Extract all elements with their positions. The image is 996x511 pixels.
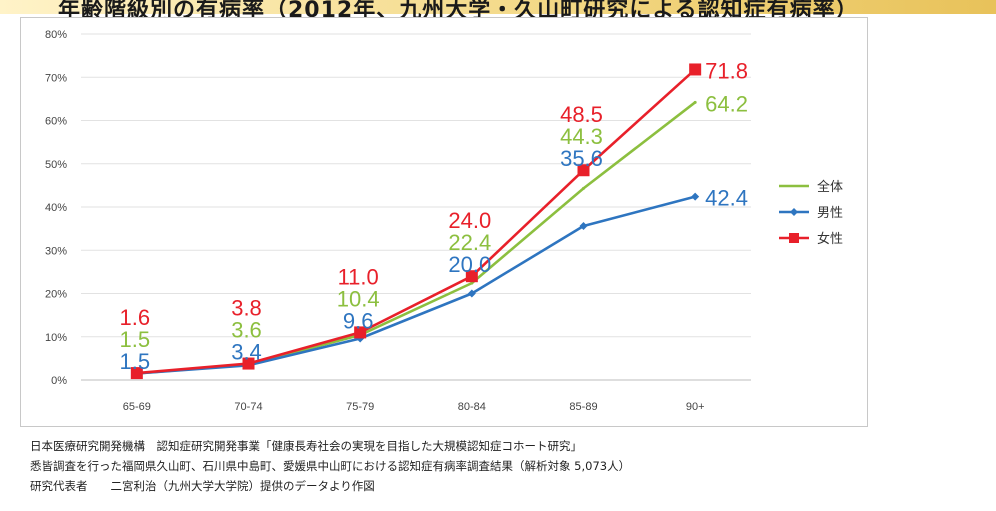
footnote-line-1: 日本医療研究開発機構 認知症研究開発事業「健康長寿社会の実現を目指した大規模認知… <box>30 439 582 453</box>
legend-marker <box>789 233 799 243</box>
chart-panel: 0% 10% 20% 30% 40% 50% 60% 70% 80% 65-69 70-74 75-7… <box>20 17 868 427</box>
legend-label: 男性 <box>817 205 843 220</box>
data-label: 35.6 <box>560 146 603 171</box>
data-point <box>470 281 474 285</box>
data-label: 3.8 <box>231 296 262 321</box>
series-line-2 <box>136 195 696 375</box>
y-tick-label: 60% <box>45 116 67 128</box>
data-label: 3.4 <box>231 340 262 365</box>
data-label: 64.2 <box>705 91 748 116</box>
data-label: 44.3 <box>560 124 603 149</box>
series-line-1 <box>136 101 696 375</box>
y-tick-label: 70% <box>45 72 67 84</box>
source-footnote: 日本医療研究開発機構 認知症研究開発事業「健康長寿社会の実現を目指した大規模認知… <box>30 436 970 496</box>
data-point <box>582 186 585 190</box>
x-tick-label: 75-79 <box>346 401 374 413</box>
data-point <box>465 270 478 283</box>
x-tick-label: 90+ <box>686 401 705 413</box>
data-label: 1.5 <box>120 327 151 352</box>
data-point <box>467 289 476 298</box>
header-banner <box>0 0 996 14</box>
data-label: 9.6 <box>343 308 374 333</box>
x-tick-label: 85-89 <box>569 401 597 413</box>
y-tick-label: 30% <box>45 245 67 257</box>
legend-label: 全体 <box>817 179 843 194</box>
legend-marker <box>790 208 798 216</box>
data-label: 71.8 <box>705 58 748 83</box>
x-tick-label: 80-84 <box>458 401 486 413</box>
data-label: 1.5 <box>120 349 151 374</box>
data-point <box>242 357 255 370</box>
legend-label: 女性 <box>817 231 843 246</box>
data-label: 3.6 <box>231 318 262 343</box>
y-tick-label: 0% <box>51 375 67 387</box>
data-label: 22.4 <box>448 230 491 255</box>
data-point <box>693 100 697 104</box>
data-label: 10.4 <box>337 286 380 311</box>
y-tick-label: 40% <box>45 202 67 214</box>
series-line-3 <box>136 68 697 375</box>
y-tick-label: 10% <box>45 332 67 344</box>
data-label: 1.6 <box>120 305 151 330</box>
data-point <box>579 222 588 231</box>
data-point <box>689 63 702 76</box>
footnote-line-3: 研究代表者 二宮利治（九州大学大学院）提供のデータより作図 <box>30 479 375 493</box>
data-point <box>354 326 367 339</box>
data-label: 24.0 <box>448 208 491 233</box>
y-tick-label: 20% <box>45 289 67 301</box>
data-label: 11.0 <box>338 264 379 289</box>
data-label: 42.4 <box>705 186 748 211</box>
x-tick-label: 70-74 <box>234 401 262 413</box>
y-tick-label: 50% <box>45 159 67 171</box>
x-tick-label: 65-69 <box>123 401 151 413</box>
data-label: 20.0 <box>448 252 491 277</box>
y-tick-label: 80% <box>45 29 67 41</box>
data-point <box>577 164 590 177</box>
data-point <box>130 367 143 380</box>
data-label: 48.5 <box>560 102 603 127</box>
line-chart: 0% 10% 20% 30% 40% 50% 60% 70% 80% 65-69 70-74 75-7… <box>45 29 843 413</box>
data-point <box>691 192 700 201</box>
footnote-line-2: 悉皆調査を行った福岡県久山町、石川県中島町、愛媛県中山町における認知症有病率調査… <box>30 459 631 473</box>
